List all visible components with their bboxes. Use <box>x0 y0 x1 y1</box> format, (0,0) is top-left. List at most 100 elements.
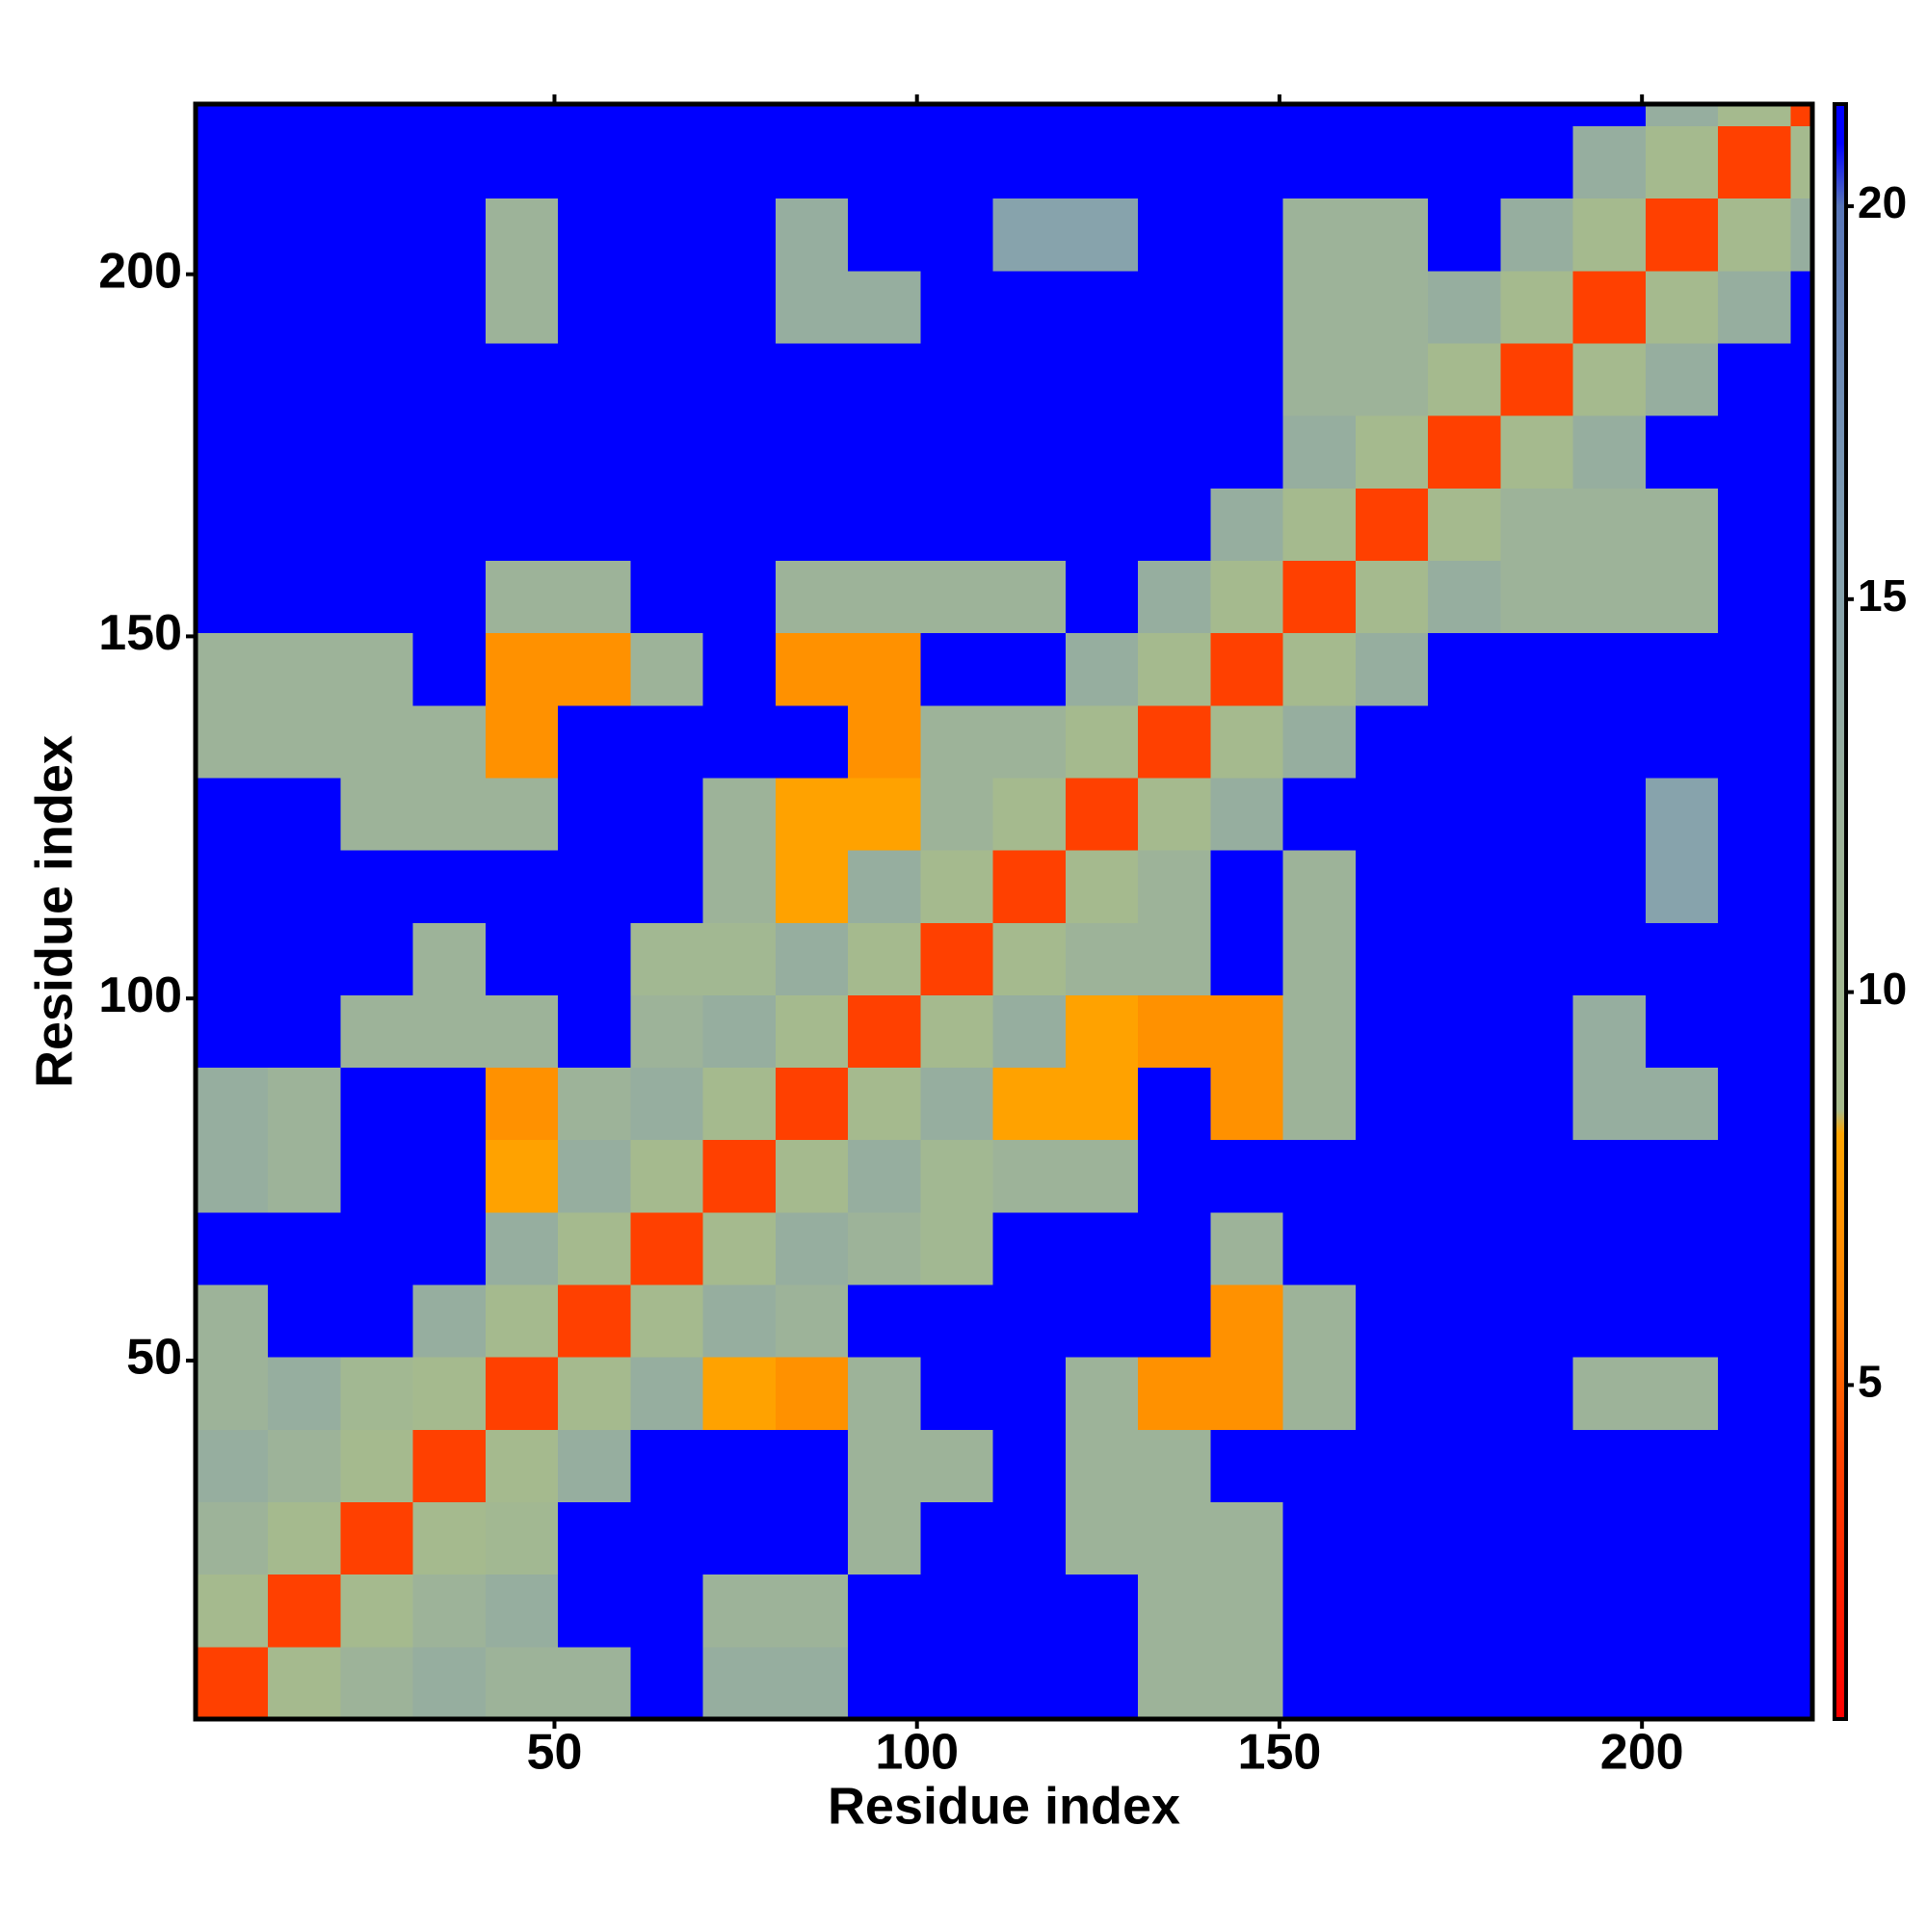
heatmap-cell <box>340 922 414 995</box>
heatmap-cell <box>412 1574 487 1648</box>
heatmap-cell <box>1790 125 1813 199</box>
heatmap-cell <box>558 1067 631 1141</box>
heatmap-cell <box>1210 1574 1284 1648</box>
y-tick-label: 200 <box>98 243 182 299</box>
heatmap-cell <box>775 343 849 416</box>
heatmap-cell <box>1138 198 1211 272</box>
heatmap-cell <box>1138 704 1211 779</box>
heatmap-cell <box>1572 270 1647 344</box>
heatmap-cell <box>1138 1646 1211 1720</box>
heatmap-cell <box>1718 632 1791 706</box>
heatmap-cell <box>920 125 994 199</box>
heatmap-cell <box>1428 560 1501 634</box>
heatmap-cell <box>992 704 1067 779</box>
heatmap-cell <box>412 704 487 779</box>
colorbar-tick-label: 10 <box>1858 964 1907 1014</box>
heatmap-cell <box>848 1211 921 1285</box>
heatmap-cell <box>196 777 269 851</box>
heatmap-cell <box>1572 1646 1647 1720</box>
heatmap-cell <box>1572 1501 1647 1575</box>
heatmap-cell <box>1065 560 1139 634</box>
heatmap-cell <box>1138 560 1211 634</box>
heatmap-cell <box>1645 198 1719 272</box>
heatmap-cell <box>412 1067 487 1141</box>
heatmap-cell <box>1355 488 1429 561</box>
heatmap-cell <box>848 1646 921 1720</box>
heatmap-cell <box>1065 1574 1139 1648</box>
heatmap-cell <box>1210 560 1284 634</box>
heatmap-cell <box>485 198 559 272</box>
heatmap-cell <box>1355 1646 1429 1720</box>
heatmap-cell <box>558 104 631 127</box>
heatmap-cell <box>1138 922 1211 995</box>
heatmap-cell <box>196 1139 269 1213</box>
heatmap-cell <box>630 488 704 561</box>
heatmap-cell <box>1428 1139 1501 1213</box>
heatmap-cell <box>1428 415 1501 489</box>
heatmap-cell <box>340 1139 414 1213</box>
heatmap-cell <box>775 1646 849 1720</box>
heatmap-cell <box>848 1139 921 1213</box>
heatmap-cell <box>1282 415 1357 489</box>
heatmap-cell <box>1355 1501 1429 1575</box>
heatmap-cell <box>1645 1211 1719 1285</box>
heatmap-cell <box>630 1574 704 1648</box>
heatmap-cell <box>268 1429 341 1503</box>
heatmap-cell <box>1428 1067 1501 1141</box>
heatmap-cell <box>340 1429 414 1503</box>
heatmap-cell <box>340 198 414 272</box>
heatmap-cell <box>1282 1067 1357 1141</box>
y-tick-label: 100 <box>98 967 182 1023</box>
heatmap-cell <box>775 704 849 779</box>
heatmap-cell <box>1282 777 1357 851</box>
heatmap-cell <box>340 270 414 344</box>
heatmap-cell <box>1790 1574 1813 1648</box>
heatmap-cell <box>1500 994 1574 1069</box>
colorbar-tick-label: 15 <box>1858 570 1907 621</box>
heatmap-cell <box>992 488 1067 561</box>
heatmap-cell <box>558 488 631 561</box>
heatmap-cell <box>1645 1139 1719 1213</box>
heatmap-cell <box>1428 922 1501 995</box>
heatmap-cell <box>412 104 487 127</box>
heatmap-cell <box>1790 777 1813 851</box>
heatmap-cell <box>1428 1501 1501 1575</box>
heatmap-cell <box>196 632 269 706</box>
heatmap-cell <box>340 1574 414 1648</box>
heatmap-cell <box>196 560 269 634</box>
colorbar-tick-label: 20 <box>1858 177 1907 227</box>
heatmap-cell <box>1210 125 1284 199</box>
heatmap-cell <box>1065 198 1139 272</box>
heatmap-cell <box>1500 270 1574 344</box>
y-axis-label: Residue index <box>25 735 83 1088</box>
heatmap-cell <box>848 270 921 344</box>
heatmap-cell <box>702 1501 777 1575</box>
heatmap-cell <box>992 1139 1067 1213</box>
heatmap-cell <box>1572 125 1647 199</box>
heatmap-cell <box>1210 994 1284 1069</box>
heatmap-cell <box>196 1501 269 1575</box>
heatmap-cell <box>485 1067 559 1141</box>
heatmap-cell <box>1572 994 1647 1069</box>
heatmap-cell <box>485 560 559 634</box>
heatmap-cell <box>340 632 414 706</box>
heatmap-cell <box>992 125 1067 199</box>
heatmap-cell <box>1500 198 1574 272</box>
heatmap-cell <box>1065 488 1139 561</box>
heatmap-cell <box>1572 488 1647 561</box>
heatmap-cell <box>1138 777 1211 851</box>
heatmap-cell <box>992 343 1067 416</box>
heatmap-cell <box>1645 560 1719 634</box>
heatmap-cell <box>775 632 849 706</box>
heatmap-cell <box>992 198 1067 272</box>
heatmap-cell <box>558 1357 631 1430</box>
heatmap-cell <box>1065 1429 1139 1503</box>
heatmap-cell <box>775 1501 849 1575</box>
heatmap-cell <box>1282 850 1357 923</box>
heatmap-cell <box>196 1357 269 1430</box>
heatmap-cell <box>1572 1429 1647 1503</box>
heatmap-cell <box>848 125 921 199</box>
heatmap-cell <box>196 1284 269 1358</box>
heatmap-cell <box>268 415 341 489</box>
